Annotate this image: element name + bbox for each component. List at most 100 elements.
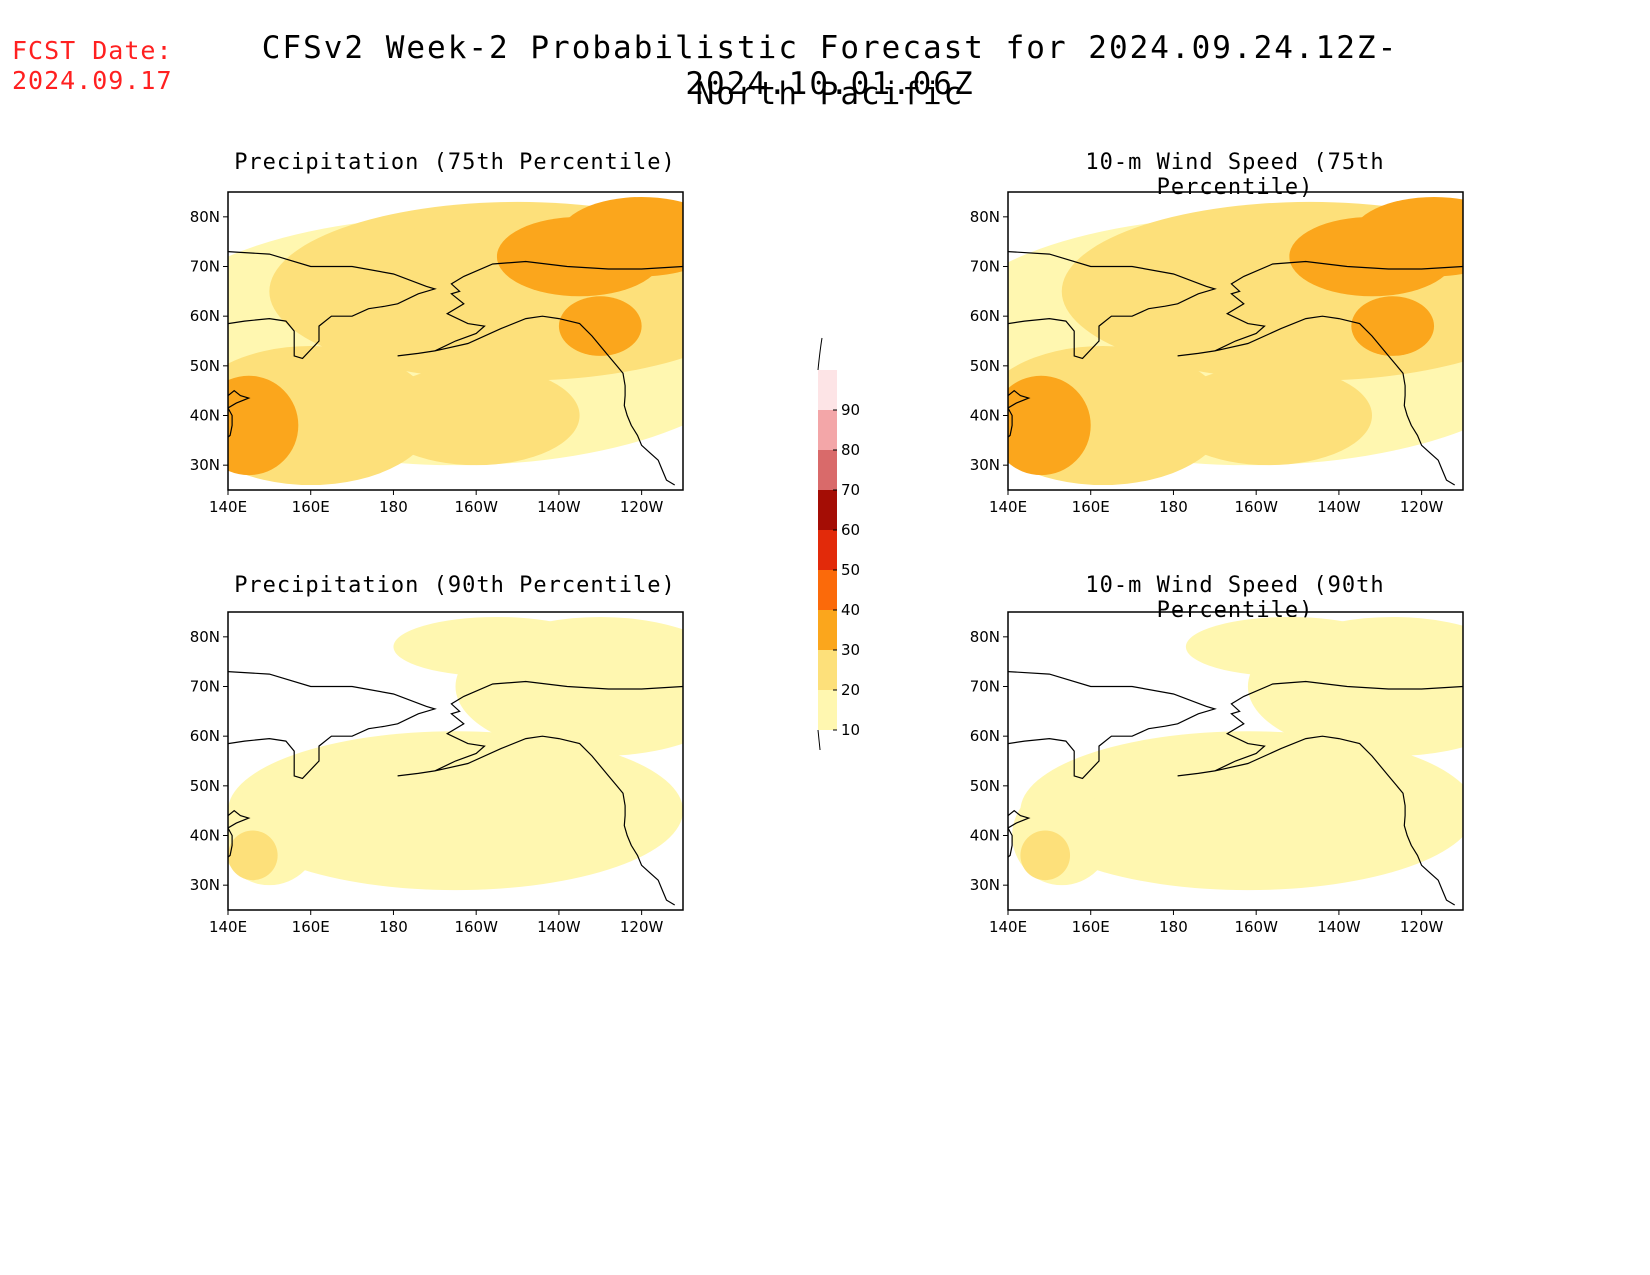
colorbar-tick-label: 60 bbox=[841, 521, 860, 539]
lat-tick-label: 80N bbox=[190, 208, 220, 226]
colorbar-tick-label: 40 bbox=[841, 601, 860, 619]
lat-tick-label: 50N bbox=[190, 777, 220, 795]
colorbar-legend: 10 20 30 40 50 60 70 80 90 bbox=[795, 330, 865, 769]
probability-shading bbox=[1020, 830, 1071, 881]
lat-tick-label: 60N bbox=[970, 307, 1000, 325]
lat-tick-label: 60N bbox=[970, 727, 1000, 745]
probability-shading bbox=[393, 616, 601, 677]
map-panel-precip-90: 80N 70N 60N 50N 40N 30N 140E 160E 180 160W 140W 120… bbox=[170, 608, 693, 946]
colorbar-swatch bbox=[818, 610, 837, 650]
lon-tick-label: 180 bbox=[1159, 918, 1188, 936]
lon-tick-label: 160W bbox=[1234, 498, 1278, 516]
coastline bbox=[228, 251, 683, 486]
probability-shading bbox=[1185, 616, 1393, 677]
probability-shading bbox=[1165, 365, 1372, 466]
colorbar-swatch bbox=[818, 530, 837, 570]
probability-shading bbox=[1351, 196, 1463, 277]
lon-tick-label: 160W bbox=[454, 498, 498, 516]
coastline bbox=[228, 671, 683, 906]
lat-tick-label: 70N bbox=[190, 678, 220, 696]
lon-tick-label: 160W bbox=[1234, 918, 1278, 936]
coastline bbox=[1008, 671, 1463, 906]
map-frame bbox=[1007, 191, 1464, 491]
lon-tick-label: 120W bbox=[620, 918, 664, 936]
lat-tick-label: 80N bbox=[970, 208, 1000, 226]
colorbar-swatch bbox=[818, 370, 837, 410]
panel-title-wind-90: 10-m Wind Speed (90th Percentile) bbox=[1085, 573, 1385, 623]
coastline bbox=[1008, 251, 1463, 486]
lat-tick-label: 60N bbox=[190, 727, 220, 745]
panel-title-precip-90: Precipitation (90th Percentile) bbox=[234, 573, 676, 598]
fcst-date-label: FCST Date: bbox=[12, 36, 173, 65]
lon-tick-label: 120W bbox=[1400, 918, 1444, 936]
lat-tick-label: 80N bbox=[190, 628, 220, 646]
lon-tick-label: 160E bbox=[1072, 498, 1110, 516]
lat-tick-label: 50N bbox=[970, 357, 1000, 375]
lat-tick-label: 30N bbox=[970, 876, 1000, 894]
lat-tick-label: 70N bbox=[970, 258, 1000, 276]
lon-tick-label: 140E bbox=[209, 918, 247, 936]
colorbar-swatch bbox=[818, 490, 837, 530]
lat-tick-label: 40N bbox=[190, 407, 220, 425]
map-panel-precip-75: 80N 70N 60N 50N 40N 30N 140E 160E 180 160W 140W 120… bbox=[170, 188, 693, 526]
colorbar-swatch bbox=[818, 650, 837, 690]
probability-shading bbox=[558, 296, 642, 356]
lat-tick-label: 40N bbox=[190, 827, 220, 845]
lon-tick-label: 160E bbox=[292, 498, 330, 516]
lon-tick-label: 180 bbox=[1159, 498, 1188, 516]
colorbar-tick-label: 90 bbox=[841, 401, 860, 419]
colorbar-swatch bbox=[818, 690, 837, 730]
lat-tick-label: 80N bbox=[970, 628, 1000, 646]
map-frame bbox=[1007, 611, 1464, 911]
lon-tick-label: 160W bbox=[454, 918, 498, 936]
lon-tick-label: 140W bbox=[1317, 498, 1361, 516]
colorbar-swatch bbox=[818, 570, 837, 610]
colorbar-tick-label: 50 bbox=[841, 561, 860, 579]
colorbar-tick-label: 30 bbox=[841, 641, 860, 659]
probability-shading bbox=[1008, 375, 1091, 476]
lat-tick-label: 50N bbox=[190, 357, 220, 375]
colorbar-tick-label: 70 bbox=[841, 481, 860, 499]
colorbar-tick-label: 10 bbox=[841, 721, 860, 739]
probability-shading bbox=[372, 365, 580, 466]
lon-tick-label: 180 bbox=[379, 498, 408, 516]
lat-tick-label: 70N bbox=[970, 678, 1000, 696]
lon-tick-label: 140W bbox=[537, 918, 581, 936]
lat-tick-label: 40N bbox=[970, 827, 1000, 845]
lon-tick-label: 120W bbox=[1400, 498, 1444, 516]
lat-tick-label: 40N bbox=[970, 407, 1000, 425]
lat-tick-label: 30N bbox=[190, 456, 220, 474]
panel-title-wind-75: 10-m Wind Speed (75th Percentile) bbox=[1085, 150, 1385, 200]
lon-tick-label: 180 bbox=[379, 918, 408, 936]
probability-shading bbox=[372, 226, 497, 287]
lat-tick-label: 50N bbox=[970, 777, 1000, 795]
fcst-date: FCST Date: 2024.09.17 bbox=[12, 36, 173, 96]
lat-tick-label: 30N bbox=[970, 456, 1000, 474]
lat-tick-label: 30N bbox=[190, 876, 220, 894]
lon-tick-label: 160E bbox=[292, 918, 330, 936]
probability-shading bbox=[228, 731, 683, 891]
probability-shading bbox=[1165, 226, 1290, 287]
lon-tick-label: 120W bbox=[620, 498, 664, 516]
colorbar-swatch bbox=[818, 450, 837, 490]
fcst-date-value: 2024.09.17 bbox=[12, 66, 173, 95]
main-title: CFSv2 Week-2 Probabilistic Forecast for … bbox=[261, 30, 1399, 102]
lon-tick-label: 140E bbox=[989, 498, 1027, 516]
colorbar-tick-label: 20 bbox=[841, 681, 860, 699]
colorbar-swatch bbox=[818, 410, 837, 450]
map-panel-wind-75: 80N 70N 60N 50N 40N 30N 140E 160E 180 160W 140W 120… bbox=[950, 188, 1473, 526]
lon-tick-label: 160E bbox=[1072, 918, 1110, 936]
panel-title-precip-75: Precipitation (75th Percentile) bbox=[234, 150, 676, 175]
lon-tick-label: 140W bbox=[1317, 918, 1361, 936]
region-title: North Pacific bbox=[695, 76, 965, 112]
probability-shading bbox=[558, 196, 683, 277]
colorbar-tick-label: 80 bbox=[841, 441, 860, 459]
lon-tick-label: 140E bbox=[209, 498, 247, 516]
lat-tick-label: 60N bbox=[190, 307, 220, 325]
probability-shading bbox=[1351, 296, 1435, 356]
map-panel-wind-90: 80N 70N 60N 50N 40N 30N 140E 160E 180 160W 140W 120… bbox=[950, 608, 1473, 946]
lon-tick-label: 140W bbox=[537, 498, 581, 516]
lon-tick-label: 140E bbox=[989, 918, 1027, 936]
probability-shading bbox=[228, 830, 278, 881]
probability-shading bbox=[1020, 731, 1463, 891]
